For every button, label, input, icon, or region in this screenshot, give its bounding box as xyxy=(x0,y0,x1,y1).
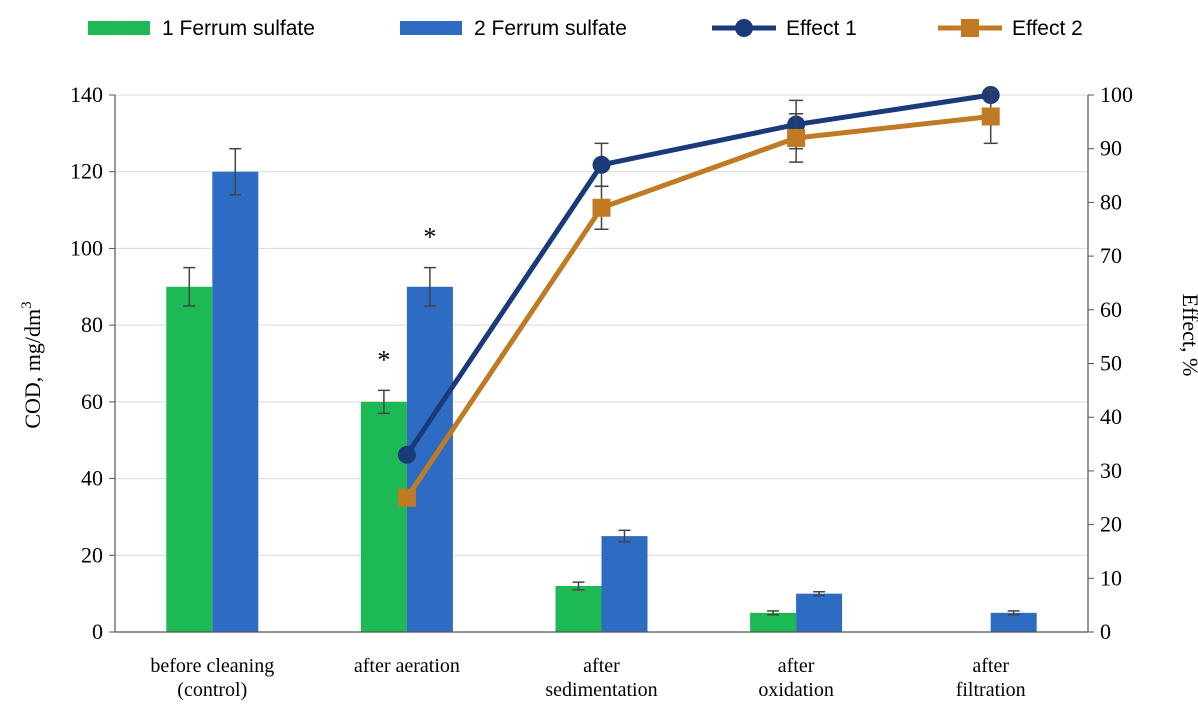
bar xyxy=(990,612,1037,632)
y-tick-label: 120 xyxy=(70,159,103,184)
y2-tick-label: 30 xyxy=(1100,458,1122,483)
significance-marker: * xyxy=(423,223,436,252)
y-axis-title: COD, mg/dm3 xyxy=(19,301,45,428)
legend: 1 Ferrum sulfate 2 Ferrum sulfate Effect 1… xyxy=(88,17,1083,40)
legend-label: Effect 1 xyxy=(786,17,857,40)
legend-marker xyxy=(961,19,979,37)
series-line xyxy=(404,113,991,500)
data-point xyxy=(592,155,611,174)
bar xyxy=(166,286,213,632)
legend-swatch xyxy=(88,21,150,35)
data-point xyxy=(981,107,1000,126)
y-tick-label: 20 xyxy=(81,542,103,567)
legend-marker xyxy=(735,19,753,37)
y-tick-label: 100 xyxy=(70,235,103,260)
data-point xyxy=(787,128,806,147)
y2-tick-label: 10 xyxy=(1100,565,1122,590)
y-tick-label: 0 xyxy=(92,619,103,644)
bar xyxy=(360,401,407,632)
x-tick-label: after xyxy=(583,655,620,677)
x-tick-label: before cleaning xyxy=(150,655,274,677)
y2-tick-label: 100 xyxy=(1100,82,1133,107)
y2-axis-title: Effect, % xyxy=(1178,294,1198,377)
significance-marker: * xyxy=(377,345,390,374)
y-axis-title-superscript: 3 xyxy=(19,301,35,309)
y2-tick-label: 70 xyxy=(1100,243,1122,268)
data-point xyxy=(397,445,416,464)
y2-tick-label: 40 xyxy=(1100,404,1122,429)
bar xyxy=(750,612,797,632)
x-tick-label: oxidation xyxy=(758,679,834,701)
legend-label: 2 Ferrum sulfate xyxy=(474,17,627,40)
bar xyxy=(212,171,259,632)
x-tick-label: after xyxy=(778,655,815,677)
legend-label: Effect 2 xyxy=(1012,17,1083,40)
y2-tick-label: 0 xyxy=(1100,619,1111,644)
x-tick-label: sedimentation xyxy=(545,679,657,701)
y2-tick-label: 60 xyxy=(1100,297,1122,322)
legend-swatch xyxy=(400,21,462,35)
legend-label: 1 Ferrum sulfate xyxy=(162,17,315,40)
x-tick-label: filtration xyxy=(956,679,1026,701)
y-tick-label: 40 xyxy=(81,466,103,491)
data-point xyxy=(397,488,416,507)
x-tick-label: (control) xyxy=(177,679,247,701)
y2-tick-label: 90 xyxy=(1100,136,1122,161)
y-tick-label: 80 xyxy=(81,312,103,337)
x-tick-label: after xyxy=(972,655,1009,677)
series-line xyxy=(404,92,992,457)
bar-series: ** xyxy=(166,147,1037,632)
y-tick-label: 60 xyxy=(81,389,103,414)
y-axis-title-text: COD, mg/dm xyxy=(20,309,45,429)
x-tick-label: after aeration xyxy=(354,655,460,677)
bar xyxy=(601,536,648,632)
bar xyxy=(555,585,602,632)
y-tick-label: 140 xyxy=(70,82,103,107)
y2-tick-label: 80 xyxy=(1100,189,1122,214)
data-point xyxy=(592,198,611,217)
y2-tick-label: 50 xyxy=(1100,351,1122,376)
line-series xyxy=(397,86,1000,507)
bar xyxy=(796,593,843,632)
y2-tick-label: 20 xyxy=(1100,512,1122,537)
axes: 0 20 40 60 80 100 120 140 0 10 20 30 40 50 60 70 80 90 100… xyxy=(70,82,1133,701)
